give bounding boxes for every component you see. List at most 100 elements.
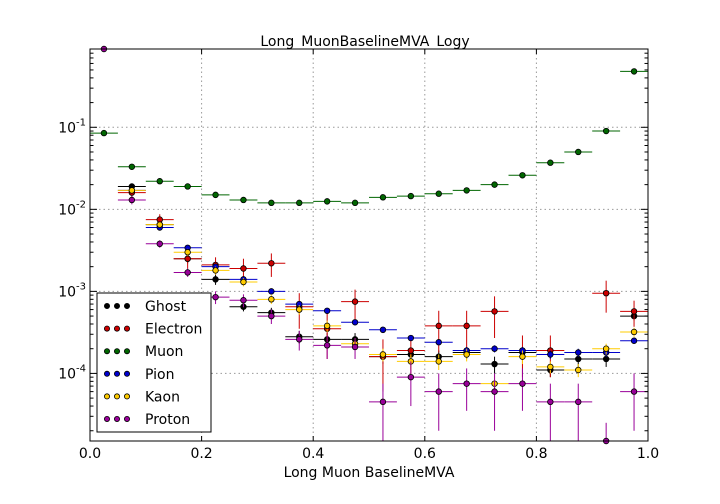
electron-point <box>602 289 610 297</box>
pion-point <box>630 337 638 344</box>
electron-point <box>630 308 638 315</box>
kaon-point <box>128 187 136 194</box>
legend-marker-muon <box>104 348 111 355</box>
legend-label-muon: Muon <box>145 344 183 360</box>
legend-marker-pion <box>104 370 111 377</box>
legend-marker-electron <box>124 325 131 332</box>
x-tick-label: 0.4 <box>302 446 324 462</box>
muon-point <box>491 181 498 188</box>
muon-point <box>156 178 163 185</box>
kaon-point <box>630 328 638 336</box>
series-muon <box>90 68 648 207</box>
proton-point <box>547 398 554 406</box>
muon-point <box>575 148 582 156</box>
proton-point <box>240 297 247 304</box>
proton-point <box>519 380 526 387</box>
legend-marker-pion <box>124 370 131 377</box>
electron-point <box>463 322 470 330</box>
proton-point <box>268 312 275 320</box>
proton-point <box>491 388 498 395</box>
proton-point <box>575 398 582 406</box>
legend-label-kaon: Kaon <box>145 389 180 405</box>
y-tick-label: 10-3 <box>58 281 86 300</box>
pion-point <box>407 334 415 342</box>
muon-point <box>379 194 387 201</box>
y-tick-label: 10-1 <box>58 117 86 136</box>
muon-point <box>212 191 219 199</box>
kaon-point <box>463 351 470 358</box>
kaon-point <box>184 249 191 256</box>
legend-box <box>96 292 212 433</box>
kaon-point <box>602 345 610 352</box>
legend-marker-muon <box>114 348 121 355</box>
legend-marker-electron <box>104 325 111 332</box>
ghost-point <box>575 355 582 363</box>
muon-point <box>128 163 136 170</box>
muon-point <box>407 192 415 200</box>
kaon-point <box>547 363 554 371</box>
kaon-point <box>268 296 275 303</box>
legend: Ghost Electron Muon Pion Kaon Proton <box>96 292 212 433</box>
kaon-point <box>519 353 526 360</box>
muon-point <box>435 190 442 197</box>
legend-label-ghost: Ghost <box>145 299 187 315</box>
kaon-point <box>212 267 219 274</box>
legend-marker-electron <box>114 325 121 332</box>
muon-point <box>463 187 470 194</box>
ghost-point <box>602 355 610 363</box>
electron-point <box>435 322 442 330</box>
muon-point <box>268 199 275 207</box>
x-tick-label: 0.2 <box>190 446 212 462</box>
plot-frame <box>89 48 649 442</box>
kaon-point <box>379 351 387 358</box>
kaon-point <box>575 366 582 374</box>
proton-point <box>296 336 303 343</box>
muon-point <box>184 183 191 190</box>
electron-point <box>184 255 191 262</box>
legend-marker-proton <box>114 415 121 422</box>
electron-point <box>491 308 498 315</box>
electron-point <box>407 347 415 354</box>
muon-point <box>100 129 108 137</box>
ghost-point <box>491 360 498 368</box>
legend-marker-proton <box>104 415 111 422</box>
legend-marker-ghost <box>124 302 131 309</box>
legend-marker-pion <box>114 370 121 377</box>
legend-marker-ghost <box>114 302 121 309</box>
muon-point <box>240 196 247 204</box>
series-layer <box>90 45 648 445</box>
proton-point <box>184 269 191 276</box>
x-axis-label: Long Muon BaselineMVA <box>284 465 455 481</box>
legend-marker-kaon <box>114 393 121 400</box>
ghost-point <box>212 276 219 283</box>
x-tick-label: 1.0 <box>637 446 659 462</box>
muon-point <box>547 159 554 166</box>
muon-point <box>602 127 610 135</box>
proton-point <box>212 293 219 301</box>
grid <box>90 49 648 441</box>
legend-marker-muon <box>124 348 131 355</box>
kaon-point <box>156 221 163 228</box>
x-tick-label: 0.8 <box>525 446 547 462</box>
proton-point <box>379 398 387 406</box>
series-kaon <box>117 187 648 395</box>
series-proton <box>90 45 648 445</box>
kaon-point <box>323 322 331 330</box>
proton-point <box>351 343 359 351</box>
proton-point <box>128 196 136 204</box>
legend-label-proton: Proton <box>145 412 190 428</box>
y-tick-label: 10-2 <box>58 199 86 218</box>
muon-point <box>351 199 359 207</box>
proton-point <box>156 240 163 248</box>
y-tick-label: 10-4 <box>58 363 86 382</box>
electron-point <box>268 260 275 267</box>
legend-label-pion: Pion <box>145 367 174 383</box>
legend-marker-proton <box>124 415 131 422</box>
pion-point <box>323 307 331 314</box>
proton-point <box>463 380 470 387</box>
electron-point <box>240 265 247 272</box>
x-tick-label: 0.6 <box>414 446 436 462</box>
proton-point <box>407 373 415 381</box>
legend-marker-ghost <box>104 302 111 309</box>
